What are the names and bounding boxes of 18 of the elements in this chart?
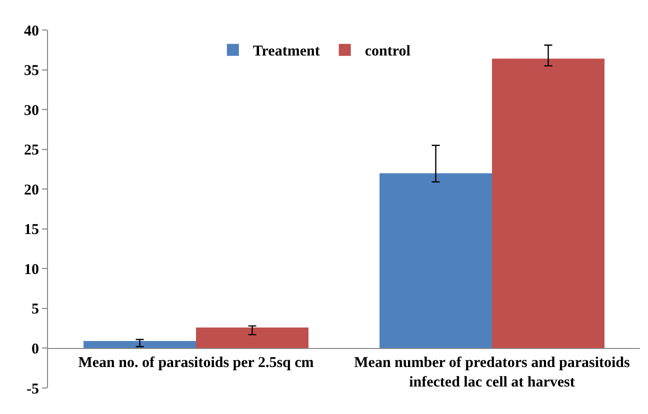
x-tick-label: Mean no. of parasitoids per 2.5sq cm — [78, 355, 314, 372]
y-tick-label: 20 — [24, 182, 39, 198]
y-tick-label: 10 — [24, 262, 39, 278]
bar — [492, 58, 604, 348]
bar — [84, 341, 196, 348]
x-tick-label: Mean number of predators and parasitoids infected lac cell at harvest — [354, 355, 630, 391]
legend-label: control — [364, 44, 410, 60]
y-tick-label: 5 — [32, 302, 39, 318]
y-tick-label: 25 — [24, 142, 39, 159]
y-tick-label: 30 — [24, 102, 39, 119]
y-tick-label: 0 — [32, 341, 39, 358]
bar — [196, 328, 308, 348]
y-tick-label: 40 — [24, 23, 39, 40]
bar — [380, 173, 492, 348]
y-tick-label: 15 — [24, 222, 39, 238]
y-tick-label: -5 — [26, 381, 39, 398]
y-tick-label: 35 — [24, 63, 39, 80]
legend-label: Treatment — [252, 44, 320, 60]
